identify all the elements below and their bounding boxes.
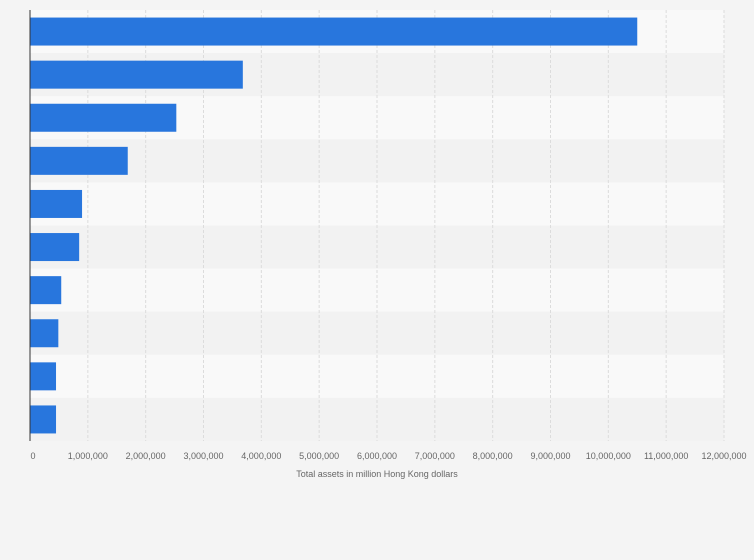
x-axis-title: Total assets in million Hong Kong dollar…	[296, 469, 458, 479]
x-tick-label: 1,000,000	[68, 451, 108, 461]
bar[interactable]	[30, 17, 638, 46]
bar[interactable]	[30, 405, 57, 434]
bar[interactable]	[30, 362, 57, 391]
bar[interactable]	[30, 103, 177, 132]
x-tick-label: 6,000,000	[357, 451, 397, 461]
x-tick-label: 2,000,000	[126, 451, 166, 461]
row-band	[30, 311, 724, 355]
x-tick-label: 9,000,000	[530, 451, 570, 461]
x-tick-label: 3,000,000	[183, 451, 223, 461]
x-tick-label: 12,000,000	[701, 451, 746, 461]
x-tick-label: 7,000,000	[415, 451, 455, 461]
x-tick-labels: 0 1,000,000 2,000,000 3,000,000 4,000,000 5,0…	[30, 451, 746, 461]
gridlines	[87, 10, 725, 441]
x-tick-label: 0	[30, 451, 35, 461]
bar[interactable]	[30, 276, 62, 305]
bars	[30, 17, 638, 434]
bar[interactable]	[30, 146, 128, 175]
bar[interactable]	[30, 189, 83, 218]
bar[interactable]	[30, 60, 243, 89]
x-tick-label: 10,000,000	[586, 451, 631, 461]
bar[interactable]	[30, 233, 80, 262]
x-tick-label: 5,000,000	[299, 451, 339, 461]
x-tick-label: 8,000,000	[473, 451, 513, 461]
bar[interactable]	[30, 319, 59, 348]
x-tick-label: 11,000,000	[644, 451, 688, 461]
x-tick-label: 4,000,000	[241, 451, 281, 461]
row-band	[30, 397, 724, 441]
row-band	[30, 182, 724, 226]
